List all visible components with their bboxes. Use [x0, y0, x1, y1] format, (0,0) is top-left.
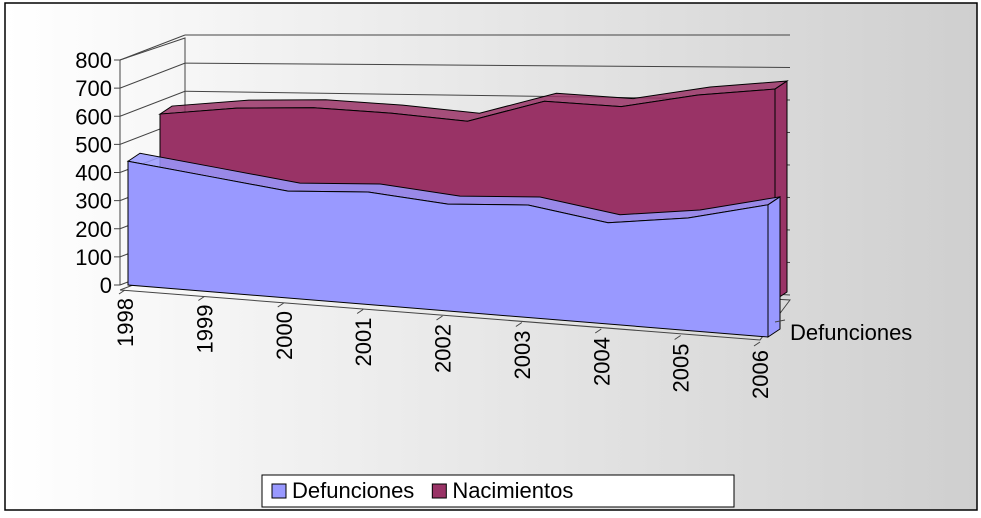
legend-label: Defunciones	[292, 478, 414, 503]
y-tick-label: 800	[75, 48, 112, 73]
x-tick-mark	[515, 322, 523, 327]
x-tick-label: 2002	[431, 324, 456, 373]
y-tick-label: 100	[75, 245, 112, 270]
x-tick-mark	[277, 302, 285, 308]
legend-swatch	[271, 483, 287, 499]
y-tick-label: 0	[100, 273, 112, 298]
legend-swatch	[431, 483, 447, 499]
grid-line	[119, 34, 186, 61]
x-tick-label: 2006	[748, 350, 773, 399]
legend-box	[261, 474, 735, 508]
depth-axis-label: Defunciones	[790, 320, 912, 345]
x-tick-label: 1999	[192, 305, 217, 354]
x-tick-mark	[356, 309, 364, 314]
y-tick-label: 200	[75, 217, 112, 242]
x-tick-label: 2003	[510, 331, 535, 380]
x-tick-label: 2004	[589, 337, 614, 386]
area	[127, 160, 769, 338]
x-tick-mark	[674, 335, 681, 340]
y-tick-label: 600	[75, 104, 112, 129]
grid-line	[119, 62, 186, 89]
grid-line	[119, 90, 186, 117]
x-tick-mark	[118, 289, 126, 295]
depth-tick	[774, 319, 786, 323]
y-tick-label: 300	[75, 189, 112, 214]
legend-label: Nacimientos	[452, 478, 573, 503]
grid-line	[184, 62, 791, 68]
legend: Defunciones Nacimientos	[261, 474, 735, 508]
x-tick-mark	[753, 341, 761, 347]
x-tick-label: 2001	[351, 318, 376, 367]
y-tick-label: 700	[75, 76, 112, 101]
x-tick-label: 1998	[113, 298, 138, 347]
x-tick-mark	[198, 296, 205, 301]
x-tick-label: 2005	[669, 344, 694, 393]
x-tick-label: 2000	[272, 311, 297, 360]
x-tick-mark	[594, 328, 602, 334]
y-tick-label: 400	[75, 161, 112, 186]
area-side	[767, 195, 781, 338]
x-tick-mark	[436, 315, 443, 321]
y-tick-label: 500	[75, 132, 112, 157]
